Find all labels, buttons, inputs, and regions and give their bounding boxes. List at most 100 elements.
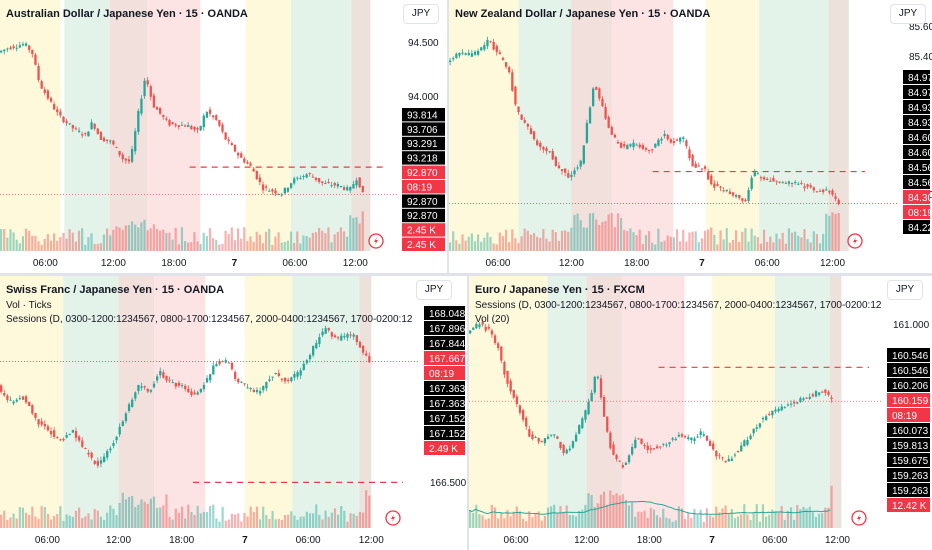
volume-bar [230, 227, 233, 251]
volume-bar [277, 518, 280, 528]
price-label-text: 92.870 [407, 211, 438, 222]
volume-bar [236, 228, 240, 251]
candle-body [271, 376, 274, 378]
candle-body [796, 402, 799, 404]
candle-body [830, 397, 833, 399]
indicator-label-volume[interactable]: Vol · Ticks [6, 300, 52, 311]
volume-bar [755, 504, 758, 528]
volume-bar [9, 517, 12, 528]
volume-bar [618, 495, 621, 528]
candle-body [487, 326, 490, 329]
price-label-bg [903, 115, 930, 129]
candle-body [106, 139, 109, 141]
panel-divider-vertical-top[interactable] [447, 0, 449, 273]
candle-body [834, 196, 837, 199]
currency-button[interactable]: JPY [890, 4, 926, 24]
price-label: 160.073 [887, 423, 930, 437]
indicator-label-volume[interactable]: Vol (20) [475, 314, 510, 325]
volume-bar [727, 514, 730, 528]
volume-bar [744, 228, 747, 251]
session-band-asian [245, 0, 292, 251]
panel-divider-horizontal[interactable] [0, 273, 932, 276]
candle-body [171, 382, 174, 384]
volume-bar [233, 240, 237, 251]
volume-bar [715, 506, 718, 528]
price-label: 84.561 [903, 175, 932, 189]
chart-panel-eurjpy[interactable]: 161.000159.500160.546160.546160.206160.1… [469, 276, 932, 550]
volume-bar [327, 516, 330, 528]
candle-body [478, 324, 481, 328]
volume-bar [93, 508, 96, 528]
x-tick-label: 18:00 [624, 258, 649, 269]
volume-bar [40, 506, 43, 528]
candle-body [771, 410, 774, 416]
volume-bar [143, 219, 146, 251]
volume-bar [190, 512, 193, 528]
candle-body [601, 98, 604, 107]
panel-divider-vertical-bottom[interactable] [467, 276, 469, 550]
chart-canvas-chfjpy[interactable]: 166.500 168.048 167.896 167.844 167.667 08:19… [0, 276, 467, 550]
volume-bar [546, 507, 550, 528]
volume-bar [165, 232, 168, 251]
volume-bar [349, 215, 352, 251]
price-label: 167.844 [424, 336, 466, 350]
volume-bar [687, 512, 690, 528]
volume-bar [243, 512, 246, 528]
candle-body [102, 137, 106, 142]
candle-body [532, 131, 536, 140]
price-label-bg [424, 306, 465, 320]
volume-bar [521, 518, 525, 528]
volume-bar [134, 507, 137, 528]
candle-body [693, 438, 696, 441]
x-tick-label: 12:00 [574, 535, 599, 546]
currency-button[interactable]: JPY [887, 280, 923, 300]
candle-body [827, 391, 830, 396]
candle-body [24, 396, 28, 403]
volume-bar [24, 512, 28, 528]
volume-bar [289, 231, 293, 251]
volume-bar [12, 232, 15, 251]
x-tick-label: 12:00 [825, 535, 850, 546]
candle-body [606, 416, 609, 432]
currency-button[interactable]: JPY [403, 4, 439, 24]
volume-bar [570, 227, 573, 251]
volume-bar [487, 518, 490, 528]
candle-body [112, 443, 115, 446]
candle-body [252, 168, 255, 172]
volume-bar [149, 498, 152, 528]
indicator-label-sessions[interactable]: Sessions (D, 0300-1200:1234567, 0800-170… [475, 300, 882, 311]
volume-bar [336, 231, 339, 251]
chart-panel-chfjpy[interactable]: 166.500 168.048 167.896 167.844 167.667 08:19… [0, 276, 467, 550]
candle-body [296, 372, 299, 377]
candle-body [649, 448, 653, 450]
chart-panel-audjpy[interactable]: 94.500 94.000 93.814 93.706 93.291 93.218 92.8… [0, 0, 447, 273]
volume-bar [464, 240, 467, 251]
candle-body [702, 434, 705, 436]
candle-body [159, 107, 162, 114]
volume-bar [713, 234, 716, 251]
candle-body [193, 126, 196, 130]
price-label-text: 160.546 [892, 366, 929, 377]
chart-canvas-nzdjpy[interactable]: 85.60085.40084.40084.97884.97884.93584.9… [449, 0, 932, 273]
volume-bar [576, 213, 579, 251]
volume-bar [738, 241, 741, 251]
candle-body [130, 149, 134, 162]
chart-canvas-audjpy[interactable]: 94.500 94.000 93.814 93.706 93.291 93.218 92.8… [0, 0, 447, 273]
candle-body [679, 137, 682, 142]
chart-panel-nzdjpy[interactable]: 85.60085.40084.40084.97884.97884.93584.9… [449, 0, 932, 273]
candle-body [651, 149, 654, 151]
volume-bar [34, 516, 37, 528]
chart-canvas-eurjpy[interactable]: 161.000159.500160.546160.546160.206160.1… [469, 276, 932, 550]
volume-bar [109, 235, 112, 251]
price-label-bg [887, 363, 930, 377]
volume-bar [663, 240, 666, 251]
session-band-london [547, 276, 587, 528]
currency-button[interactable]: JPY [416, 280, 452, 300]
volume-bar [71, 516, 74, 528]
volume-bar [814, 516, 818, 528]
volume-bar [96, 510, 99, 528]
candle-body [358, 341, 362, 348]
volume-bar [627, 505, 631, 528]
indicator-label-sessions[interactable]: Sessions (D, 0300-1200:1234567, 0800-170… [6, 314, 413, 325]
volume-bar [523, 228, 526, 251]
